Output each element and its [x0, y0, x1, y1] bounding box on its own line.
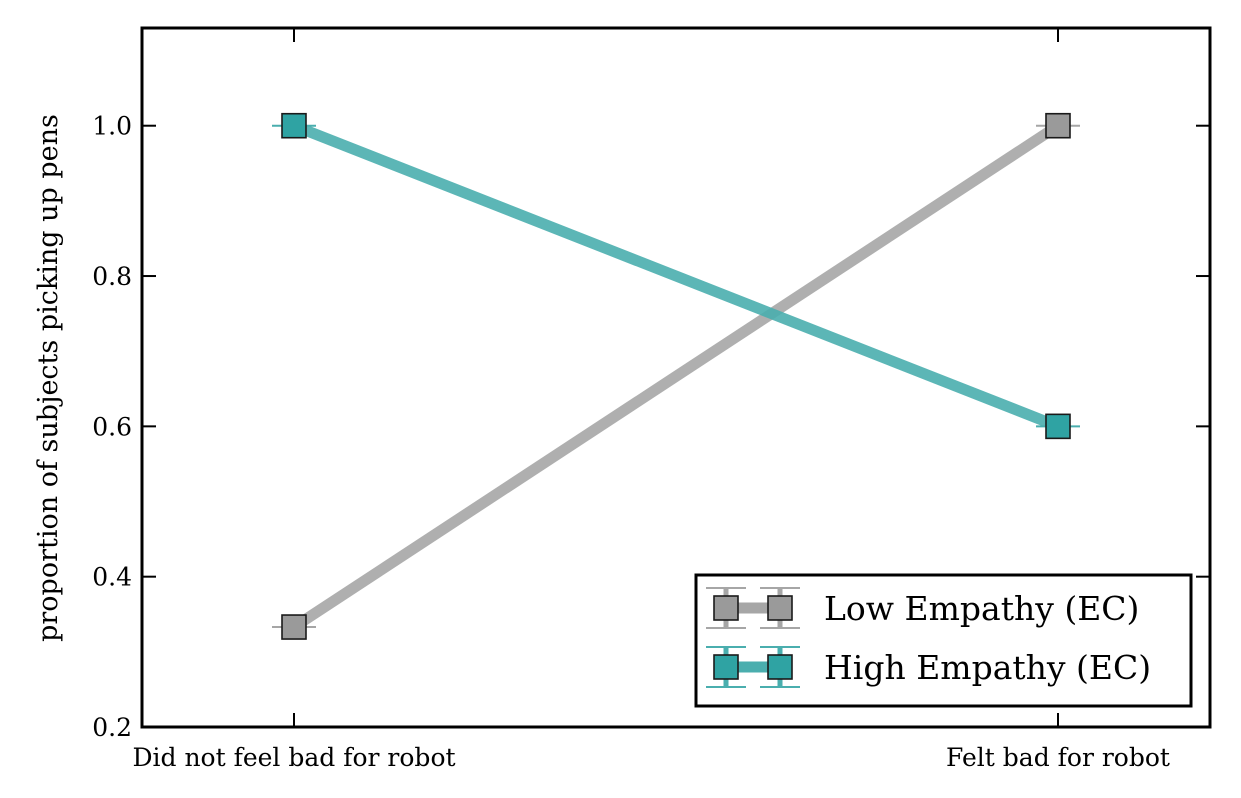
y-tick-label: 0.6: [92, 412, 132, 441]
legend-marker: [713, 654, 739, 680]
series-layer: [272, 112, 1080, 640]
y-tick-label: 1.0: [92, 112, 132, 141]
data-point: [1045, 112, 1071, 139]
plot-frame: [140, 26, 1212, 729]
series-low-empathy: [272, 112, 1080, 640]
data-point: [281, 112, 307, 139]
x-tick-label: Felt bad for robot: [946, 743, 1170, 772]
axis-ticks: [142, 28, 1210, 728]
x-tick-label: Did not feel bad for robot: [132, 743, 455, 772]
y-tick-label: 0.8: [92, 262, 132, 291]
legend-marker: [713, 595, 739, 621]
y-axis-title: proportion of subjects picking up pens: [33, 114, 64, 642]
series-line: [290, 121, 1062, 632]
series-high-empathy: [272, 112, 1080, 440]
legend-marker: [767, 595, 793, 621]
legend: Low Empathy (EC) High Empathy (EC): [694, 573, 1193, 708]
series-line: [291, 120, 1061, 432]
axis-labels: 0.2 0.4 0.6 0.8 1.0 Did not feel bad for robo…: [92, 112, 1170, 772]
legend-marker: [767, 654, 793, 680]
y-tick-label: 0.2: [92, 713, 132, 742]
data-point: [281, 614, 307, 640]
legend-label: Low Empathy (EC): [824, 589, 1139, 628]
data-point: [1045, 413, 1071, 440]
legend-label: High Empathy (EC): [824, 648, 1151, 687]
y-tick-label: 0.4: [92, 563, 132, 592]
legend-entry: High Empathy (EC): [706, 646, 1151, 688]
legend-entry: Low Empathy (EC): [706, 587, 1139, 629]
